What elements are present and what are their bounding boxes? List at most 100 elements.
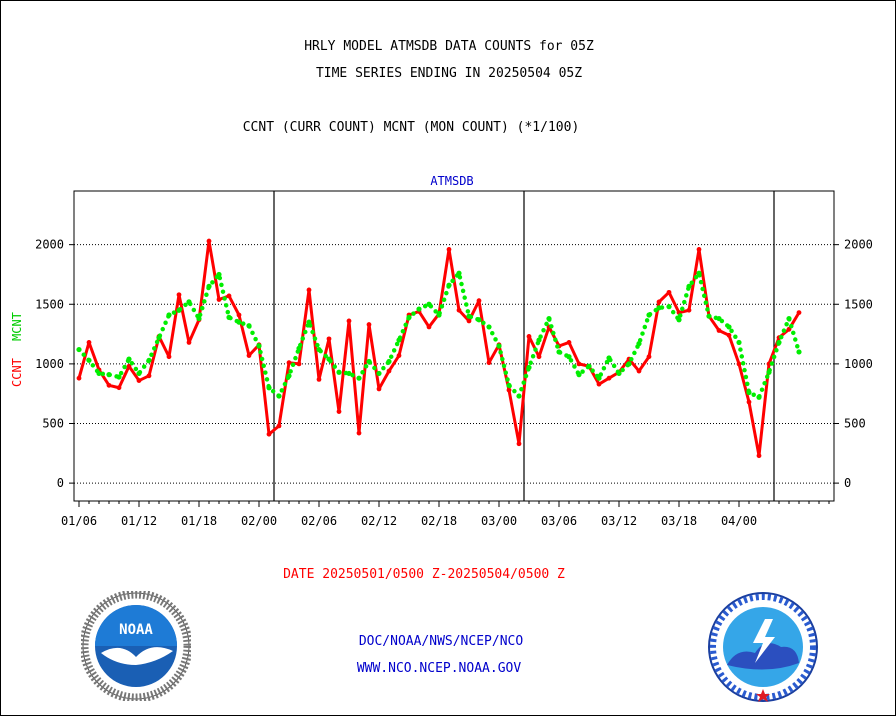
y-axis-label-ccnt: CCNT [10,358,24,387]
data-point-mcnt [636,341,642,347]
x-tick-label: 02/00 [241,514,277,528]
data-point-ccnt [316,376,322,382]
plot-area-border [73,190,835,502]
data-point-ccnt [456,307,462,313]
data-point-ccnt [746,399,752,405]
data-point-mcnt [196,315,202,322]
data-point-mcnt [76,346,82,353]
data-point-ccnt [206,238,212,244]
data-point-ccnt [466,318,472,324]
x-tick-label: 03/00 [481,514,517,528]
data-point-ccnt [576,361,582,367]
data-point-mcnt [416,306,422,312]
data-point-ccnt [596,381,602,387]
data-point-ccnt [516,441,522,447]
data-point-ccnt [536,354,542,360]
data-point-ccnt [186,340,192,345]
data-point-mcnt [336,369,342,375]
data-point-ccnt [696,247,702,252]
x-tick-label: 03/12 [601,514,637,528]
data-point-ccnt [116,385,122,391]
data-point-mcnt [736,339,742,346]
plot-title: ATMSDB [430,174,473,188]
data-point-mcnt [166,312,172,318]
data-point-mcnt [266,385,272,391]
y-tick-label-left: 2000 [35,238,64,252]
data-point-mcnt [246,323,252,329]
data-point-mcnt [286,373,292,379]
data-point-ccnt [326,336,332,342]
series-line-ccnt [77,239,801,458]
y-tick-label-left: 1500 [35,297,64,311]
noaa-logo: NOAA [81,591,191,701]
data-point-mcnt [256,343,262,349]
data-point-mcnt [86,357,92,363]
data-point-mcnt [306,319,312,325]
data-point-mcnt [786,315,792,322]
data-point-mcnt [386,358,392,365]
y-tick-label-right: 500 [844,417,866,431]
website-link[interactable]: WWW.NCO.NCEP.NOAA.GOV [356,661,522,676]
data-point-mcnt [766,369,772,375]
data-point-ccnt [656,299,662,305]
chart-title-line2: TIME SERIES ENDING IN 20250504 05Z [315,66,583,81]
data-point-mcnt [646,312,652,318]
data-point-mcnt [716,315,722,322]
data-point-mcnt [326,356,332,362]
data-point-ccnt [666,289,672,295]
data-point-ccnt [526,334,532,339]
data-point-ccnt [296,361,302,367]
y-tick-label-left: 500 [42,417,64,431]
data-point-ccnt [486,360,492,366]
data-point-mcnt [756,394,762,400]
data-point-ccnt [716,328,722,333]
data-point-ccnt [566,340,572,345]
data-point-ccnt [396,353,402,358]
series-layer [76,238,802,459]
data-point-ccnt [166,354,172,360]
data-point-mcnt [776,339,782,346]
data-point-ccnt [216,297,222,302]
data-point-mcnt [276,393,282,399]
data-point-mcnt [156,335,162,341]
data-point-mcnt [136,370,142,377]
x-tick-label: 03/06 [541,514,577,528]
org-label: DOC/NOAA/NWS/NCEP/NCO [358,634,524,649]
x-tick-label: 01/12 [121,514,157,528]
data-point-mcnt [686,283,692,289]
data-point-ccnt [336,409,342,414]
data-point-ccnt [76,375,82,381]
y-tick-label-right: 2000 [844,238,873,252]
chart-title-line1: HRLY MODEL ATMSDB DATA COUNTS for 05Z [304,39,594,54]
x-tick-label: 02/06 [301,514,337,528]
data-point-mcnt [96,370,102,377]
data-point-ccnt [446,247,452,252]
data-point-mcnt [216,271,222,278]
data-point-mcnt [696,270,702,276]
x-tick-label: 02/18 [421,514,457,528]
data-point-ccnt [266,431,272,437]
data-point-ccnt [636,368,642,374]
data-point-ccnt [476,298,482,304]
data-point-ccnt [786,326,792,332]
data-point-ccnt [246,353,252,358]
data-point-mcnt [566,354,572,360]
data-point-mcnt [146,357,152,363]
data-point-mcnt [296,345,302,351]
data-point-ccnt [756,453,762,459]
data-point-mcnt [376,370,382,377]
x-tick-label: 03/18 [661,514,697,528]
data-point-ccnt [356,430,362,436]
data-point-mcnt [596,375,602,381]
chart-title-line3: CCNT (CURR COUNT) MCNT (MON COUNT) (*1/1… [242,120,580,135]
data-point-mcnt [206,283,212,289]
series-mcnt [76,270,802,400]
data-point-ccnt [646,354,652,360]
data-point-mcnt [586,363,592,369]
data-point-mcnt [396,337,402,343]
data-point-mcnt [456,270,462,276]
data-point-mcnt [496,343,502,349]
data-point-ccnt [106,382,112,388]
data-point-ccnt [606,375,612,381]
